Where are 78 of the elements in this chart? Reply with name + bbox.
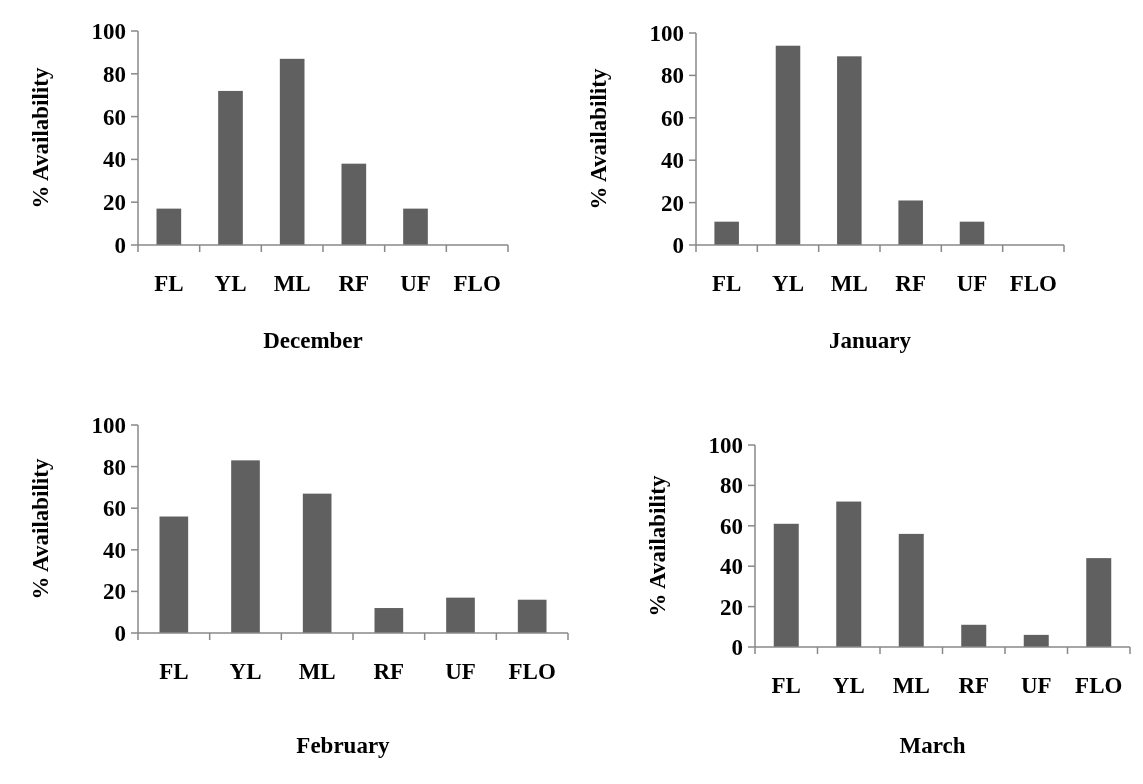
- y-tick-label: 100: [91, 19, 126, 45]
- bar: [714, 221, 739, 245]
- y-tick-label: 0: [731, 635, 743, 661]
- y-tick-label: 20: [661, 190, 684, 216]
- bar: [773, 523, 799, 647]
- x-tick-label: FL: [771, 673, 801, 698]
- y-tick-label: 60: [661, 105, 684, 131]
- y-tick-label: 40: [720, 554, 743, 580]
- y-tick-label: 20: [103, 579, 126, 605]
- y-tick-label: 40: [103, 537, 126, 563]
- x-tick-label: RF: [958, 673, 990, 698]
- y-tick-label: 100: [708, 433, 743, 459]
- x-tick-label: ML: [298, 659, 336, 684]
- x-tick-label: ML: [892, 673, 930, 698]
- bar: [517, 599, 547, 633]
- text: January: [829, 328, 912, 353]
- text: March: [899, 733, 966, 758]
- y-tick-label: 80: [720, 473, 743, 499]
- bar: [1023, 634, 1049, 647]
- y-tick-label: 20: [720, 594, 743, 620]
- x-tick-label: FL: [159, 659, 189, 684]
- bar: [302, 493, 332, 633]
- bar: [156, 208, 182, 245]
- x-tick-label: UF: [445, 659, 476, 684]
- x-tick-label: RF: [895, 271, 926, 296]
- y-tick-label: 80: [661, 63, 684, 89]
- bar: [898, 200, 923, 245]
- x-tick-label: YL: [229, 659, 262, 684]
- x-tick-label: RF: [338, 271, 370, 296]
- x-tick-label: YL: [214, 271, 247, 296]
- y-tick-label: 60: [103, 104, 126, 130]
- text: February: [296, 733, 391, 758]
- x-tick-label: FLO: [508, 659, 556, 684]
- y-axis-title: % Availability: [645, 475, 670, 617]
- x-tick-label: YL: [772, 271, 804, 296]
- x-tick-label: FL: [711, 271, 742, 296]
- y-tick-label: 100: [649, 21, 684, 47]
- x-tick-label: UF: [956, 271, 988, 296]
- y-axis-title: % Availability: [586, 68, 611, 210]
- bar: [446, 597, 475, 633]
- x-tick-label: RF: [373, 659, 405, 684]
- y-tick-label: 20: [103, 190, 126, 216]
- bar: [836, 501, 862, 647]
- x-tick-label: ML: [273, 271, 311, 296]
- x-tick-label: ML: [830, 271, 868, 296]
- x-tick-label: FL: [154, 271, 184, 296]
- bar: [1086, 558, 1112, 647]
- bar: [898, 533, 924, 647]
- y-tick-label: 0: [672, 233, 684, 259]
- bar: [218, 90, 243, 245]
- y-tick-label: 100: [91, 413, 126, 439]
- bar: [775, 45, 801, 245]
- y-tick-label: 40: [661, 148, 684, 174]
- y-axis-title: % Availability: [28, 458, 53, 600]
- bar: [837, 56, 862, 245]
- x-tick-label: YL: [832, 673, 865, 698]
- x-tick-label: FLO: [1009, 271, 1057, 296]
- bar: [279, 58, 305, 245]
- bar: [403, 208, 428, 245]
- x-tick-label: FLO: [453, 271, 501, 296]
- y-tick-label: 60: [103, 496, 126, 522]
- bar: [374, 608, 404, 633]
- x-tick-label: FLO: [1075, 673, 1123, 698]
- x-tick-label: UF: [1020, 673, 1052, 698]
- y-tick-label: 0: [114, 233, 126, 259]
- bar: [341, 163, 367, 245]
- y-tick-label: 0: [114, 621, 126, 647]
- x-tick-label: UF: [400, 271, 431, 296]
- y-tick-label: 40: [103, 147, 126, 173]
- bar: [159, 516, 189, 633]
- bar: [961, 624, 987, 647]
- bar: [959, 221, 985, 245]
- y-tick-label: 80: [103, 454, 126, 480]
- text: December: [263, 328, 363, 353]
- y-tick-label: 60: [720, 513, 743, 539]
- y-tick-label: 80: [103, 61, 126, 87]
- bar: [231, 460, 260, 633]
- y-axis-title: % Availability: [28, 67, 53, 209]
